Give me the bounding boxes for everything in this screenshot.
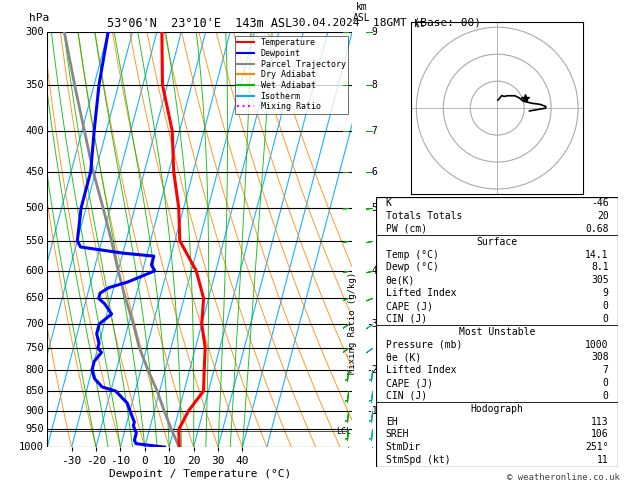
Text: 550: 550 [25, 236, 44, 246]
Text: CIN (J): CIN (J) [386, 391, 427, 401]
Text: Surface: Surface [477, 237, 518, 247]
Text: θe(K): θe(K) [386, 275, 415, 285]
X-axis label: Dewpoint / Temperature (°C): Dewpoint / Temperature (°C) [109, 469, 291, 479]
Text: 308: 308 [591, 352, 609, 363]
Text: 8.1: 8.1 [591, 262, 609, 273]
Text: -6: -6 [366, 167, 378, 176]
Text: CAPE (J): CAPE (J) [386, 301, 433, 311]
Text: 305: 305 [591, 275, 609, 285]
Text: -7: -7 [366, 126, 378, 136]
Text: -2: -2 [366, 365, 378, 375]
Text: 0.68: 0.68 [585, 224, 609, 234]
Text: 500: 500 [25, 203, 44, 213]
Text: 1000: 1000 [19, 442, 44, 452]
Text: Lifted Index: Lifted Index [386, 288, 456, 298]
Text: 450: 450 [25, 167, 44, 176]
Text: PW (cm): PW (cm) [386, 224, 427, 234]
Text: Pressure (mb): Pressure (mb) [386, 340, 462, 349]
Text: 750: 750 [25, 343, 44, 353]
Text: LCL: LCL [337, 427, 352, 436]
Text: Totals Totals: Totals Totals [386, 211, 462, 221]
Text: -46: -46 [591, 198, 609, 208]
Text: 600: 600 [25, 266, 44, 276]
Text: 400: 400 [25, 126, 44, 136]
Text: EH: EH [386, 417, 398, 427]
Text: -3: -3 [366, 319, 378, 329]
Text: 11: 11 [597, 455, 609, 465]
Text: Hodograph: Hodograph [470, 404, 524, 414]
Text: 106: 106 [591, 430, 609, 439]
Text: 113: 113 [591, 417, 609, 427]
Text: 350: 350 [25, 80, 44, 90]
Text: 850: 850 [25, 386, 44, 396]
Text: Temp (°C): Temp (°C) [386, 250, 438, 260]
Text: -8: -8 [366, 80, 378, 90]
Text: 300: 300 [25, 27, 44, 36]
Text: 700: 700 [25, 319, 44, 329]
Text: StmSpd (kt): StmSpd (kt) [386, 455, 450, 465]
Text: -4: -4 [366, 266, 378, 276]
Text: 0: 0 [603, 314, 609, 324]
Text: 0: 0 [603, 301, 609, 311]
Text: CIN (J): CIN (J) [386, 314, 427, 324]
Text: hPa: hPa [29, 13, 49, 23]
Text: 14.1: 14.1 [585, 250, 609, 260]
Text: 800: 800 [25, 365, 44, 375]
Text: Most Unstable: Most Unstable [459, 327, 535, 337]
Text: 20: 20 [597, 211, 609, 221]
Text: StmDir: StmDir [386, 442, 421, 452]
Text: -9: -9 [366, 27, 378, 36]
Text: © weatheronline.co.uk: © weatheronline.co.uk [507, 473, 620, 482]
Text: -1: -1 [366, 406, 378, 416]
Legend: Temperature, Dewpoint, Parcel Trajectory, Dry Adiabat, Wet Adiabat, Isotherm, Mi: Temperature, Dewpoint, Parcel Trajectory… [235, 36, 348, 114]
Text: km
ASL: km ASL [352, 1, 370, 23]
Text: 0: 0 [603, 391, 609, 401]
Text: 30.04.2024  18GMT (Base: 00): 30.04.2024 18GMT (Base: 00) [292, 17, 481, 27]
Text: 251°: 251° [585, 442, 609, 452]
Text: 650: 650 [25, 294, 44, 303]
Text: 1000: 1000 [585, 340, 609, 349]
Text: Lifted Index: Lifted Index [386, 365, 456, 375]
Text: Mixing Ratio (g/kg): Mixing Ratio (g/kg) [348, 271, 357, 374]
Text: K: K [386, 198, 392, 208]
Text: 950: 950 [25, 424, 44, 434]
Text: 0: 0 [603, 378, 609, 388]
Text: θe (K): θe (K) [386, 352, 421, 363]
Text: 7: 7 [603, 365, 609, 375]
Text: Dewp (°C): Dewp (°C) [386, 262, 438, 273]
Title: 53°06'N  23°10'E  143m ASL: 53°06'N 23°10'E 143m ASL [107, 17, 292, 31]
Text: SREH: SREH [386, 430, 409, 439]
Text: 9: 9 [603, 288, 609, 298]
Text: -5: -5 [366, 203, 378, 213]
Text: kt: kt [414, 19, 425, 29]
Text: 900: 900 [25, 406, 44, 416]
Text: CAPE (J): CAPE (J) [386, 378, 433, 388]
